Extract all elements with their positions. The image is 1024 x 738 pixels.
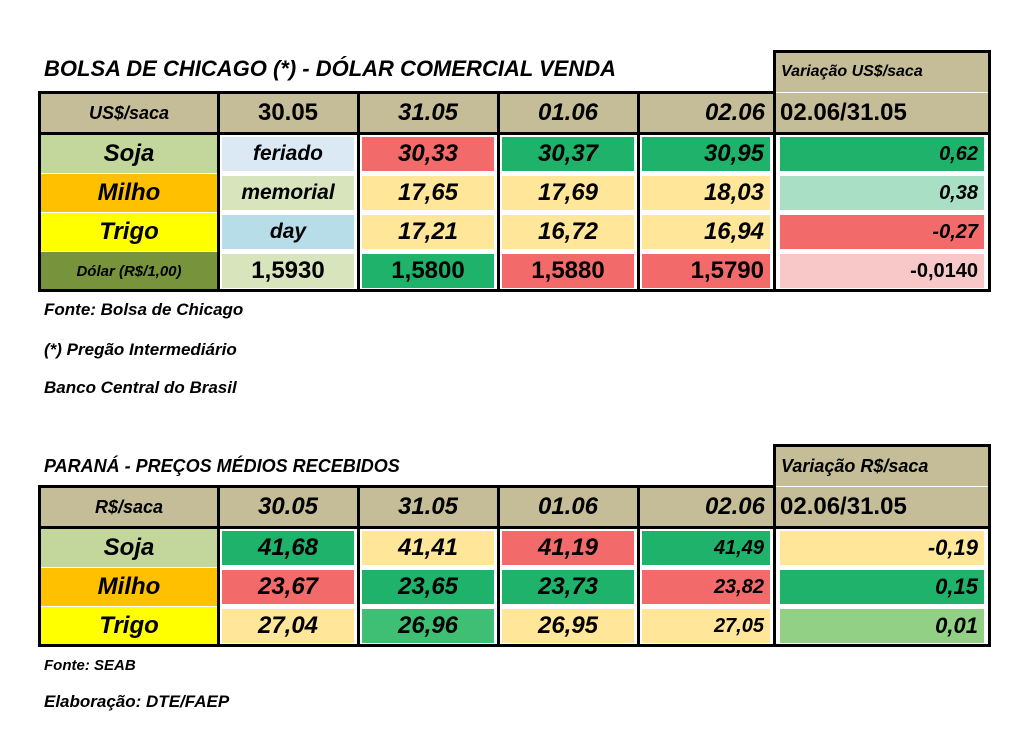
parana-header-unit: R$/saca: [40, 487, 218, 527]
chicago-milho-01-06: 17,69: [502, 176, 634, 210]
parana-milho-01-06: 23,73: [502, 570, 634, 604]
chicago-row-soja-label: Soja: [40, 135, 218, 173]
parana-soja-31-05: 41,41: [362, 531, 494, 565]
parana-header-date-3: 01.06: [498, 487, 638, 527]
chicago-header-date-1: 30.05: [218, 93, 358, 133]
parana-soja-02-06: 41,49: [642, 531, 770, 565]
parana-header-period: 02.06/31.05: [776, 487, 988, 527]
chicago-dolar-30-05: 1,5930: [222, 254, 354, 288]
parana-row-trigo-label: Trigo: [40, 607, 218, 645]
parana-trigo-31-05: 26,96: [362, 609, 494, 643]
chicago-note-central-bank: Banco Central do Brasil: [44, 378, 237, 397]
parana-row-milho-label: Milho: [40, 568, 218, 606]
chicago-milho-variation: 0,38: [780, 176, 984, 210]
parana-trigo-01-06: 26,95: [502, 609, 634, 643]
parana-header-date-1: 30.05: [218, 487, 358, 527]
parana-row-soja-label: Soja: [40, 529, 218, 567]
parana-divider-2: [357, 485, 360, 647]
parana-soja-01-06: 41,19: [502, 531, 634, 565]
chicago-dolar-01-06: 1,5880: [502, 254, 634, 288]
parana-milho-30-05: 23,67: [222, 570, 354, 604]
chicago-row-milho-label: Milho: [40, 174, 218, 212]
chicago-milho-02-06: 18,03: [642, 176, 770, 210]
chicago-note-intermediate: (*) Pregão Intermediário: [44, 340, 237, 359]
chicago-soja-01-06: 30,37: [502, 137, 634, 171]
chicago-note-source: Fonte: Bolsa de Chicago: [44, 300, 244, 319]
chicago-soja-30-05: feriado: [222, 137, 354, 171]
chicago-header-period: 02.06/31.05: [776, 93, 988, 133]
chicago-header-unit: US$/saca: [40, 93, 218, 133]
chicago-divider-3: [497, 91, 500, 292]
parana-header-date-2: 31.05: [358, 487, 498, 527]
parana-divider-1: [217, 485, 220, 647]
parana-note-source: Fonte: SEAB: [44, 657, 136, 674]
parana-milho-02-06: 23,82: [642, 570, 770, 604]
chicago-dolar-variation: -0,0140: [780, 254, 984, 288]
parana-trigo-02-06: 27,05: [642, 609, 770, 643]
parana-soja-30-05: 41,68: [222, 531, 354, 565]
chicago-divider-4: [637, 91, 640, 292]
chicago-divider-1: [217, 91, 220, 292]
chicago-soja-31-05: 30,33: [362, 137, 494, 171]
chicago-variation-label: Variação US$/saca: [775, 52, 989, 92]
parana-title: PARANÁ - PREÇOS MÉDIOS RECEBIDOS: [44, 456, 400, 476]
chicago-header-date-4: 02.06: [638, 93, 773, 133]
chicago-soja-variation: 0,62: [780, 137, 984, 171]
chicago-row-trigo-label: Trigo: [40, 213, 218, 251]
chicago-divider-2: [357, 91, 360, 292]
chicago-trigo-31-05: 17,21: [362, 215, 494, 249]
parana-soja-variation: -0,19: [780, 531, 984, 565]
chicago-trigo-30-05: day: [222, 215, 354, 249]
chicago-header-date-2: 31.05: [358, 93, 498, 133]
chicago-dolar-02-06: 1,5790: [642, 254, 770, 288]
parana-trigo-30-05: 27,04: [222, 609, 354, 643]
parana-milho-31-05: 23,65: [362, 570, 494, 604]
parana-milho-variation: 0,15: [780, 570, 984, 604]
chicago-dolar-31-05: 1,5800: [362, 254, 494, 288]
parana-variation-label: Variação R$/saca: [775, 446, 989, 486]
chicago-soja-02-06: 30,95: [642, 137, 770, 171]
chicago-trigo-02-06: 16,94: [642, 215, 770, 249]
chicago-title: BOLSA DE CHICAGO (*) - DÓLAR COMERCIAL V…: [44, 56, 616, 81]
chicago-milho-30-05: memorial: [222, 176, 354, 210]
chicago-trigo-01-06: 16,72: [502, 215, 634, 249]
parana-divider-4: [637, 485, 640, 647]
chicago-header-divider: [38, 132, 991, 135]
parana-trigo-variation: 0,01: [780, 609, 984, 643]
chicago-trigo-variation: -0,27: [780, 215, 984, 249]
parana-header-date-4: 02.06: [638, 487, 773, 527]
chicago-header-date-3: 01.06: [498, 93, 638, 133]
parana-note-elaboration: Elaboração: DTE/FAEP: [44, 692, 230, 711]
parana-divider-3: [497, 485, 500, 647]
parana-header-divider: [38, 526, 991, 529]
chicago-row-dolar-label: Dólar (R$/1,00): [40, 252, 218, 290]
chicago-milho-31-05: 17,65: [362, 176, 494, 210]
